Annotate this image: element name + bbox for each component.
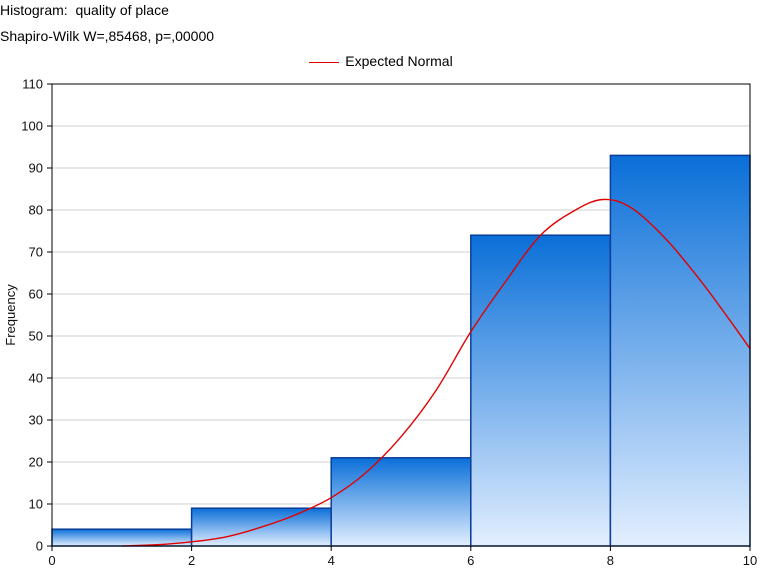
y-tick-label: 90 <box>29 161 43 176</box>
chart-legend: Expected Normal <box>0 53 762 69</box>
y-tick-label: 30 <box>29 413 43 428</box>
histogram-bar <box>330 457 472 547</box>
y-tick-label: 0 <box>36 539 43 554</box>
x-tick-label: 8 <box>607 553 614 568</box>
chart-subtitle: Shapiro-Wilk W=,85468, p=,00000 <box>0 28 215 44</box>
y-axis-label: Frequency <box>3 284 18 346</box>
histogram-bar <box>470 234 612 547</box>
x-tick-label: 4 <box>328 553 335 568</box>
plot-frame <box>51 83 751 547</box>
expected-normal-line <box>121 198 751 547</box>
axes: 0 10 20 30 40 50 60 70 80 90 100 110 0 2 4 6 8 10 <box>21 77 757 569</box>
y-tick-label: 40 <box>29 371 43 386</box>
histogram-bar <box>609 154 751 547</box>
y-tick-label: 50 <box>29 329 43 344</box>
y-tick-label: 80 <box>29 203 43 218</box>
y-tick-label: 10 <box>29 497 43 512</box>
expected-normal-curve <box>121 198 751 547</box>
y-tick-label: 20 <box>29 455 43 470</box>
chart-title: Histogram: quality of place <box>0 2 762 18</box>
x-tick-label: 2 <box>188 553 195 568</box>
legend-label: Expected Normal <box>345 53 453 69</box>
chart-title-variable: quality of place <box>75 2 169 18</box>
x-tick-label: 6 <box>467 553 474 568</box>
histogram-bars <box>51 154 751 547</box>
y-tick-label: 110 <box>22 77 43 92</box>
x-tick-label: 10 <box>743 553 757 568</box>
x-tick-label: 0 <box>48 553 55 568</box>
y-tick-label: 70 <box>29 245 43 260</box>
y-tick-label: 100 <box>21 119 43 134</box>
legend-line-swatch <box>309 61 340 63</box>
chart-title-prefix: Histogram: <box>0 2 68 18</box>
y-tick-label: 60 <box>29 287 43 302</box>
